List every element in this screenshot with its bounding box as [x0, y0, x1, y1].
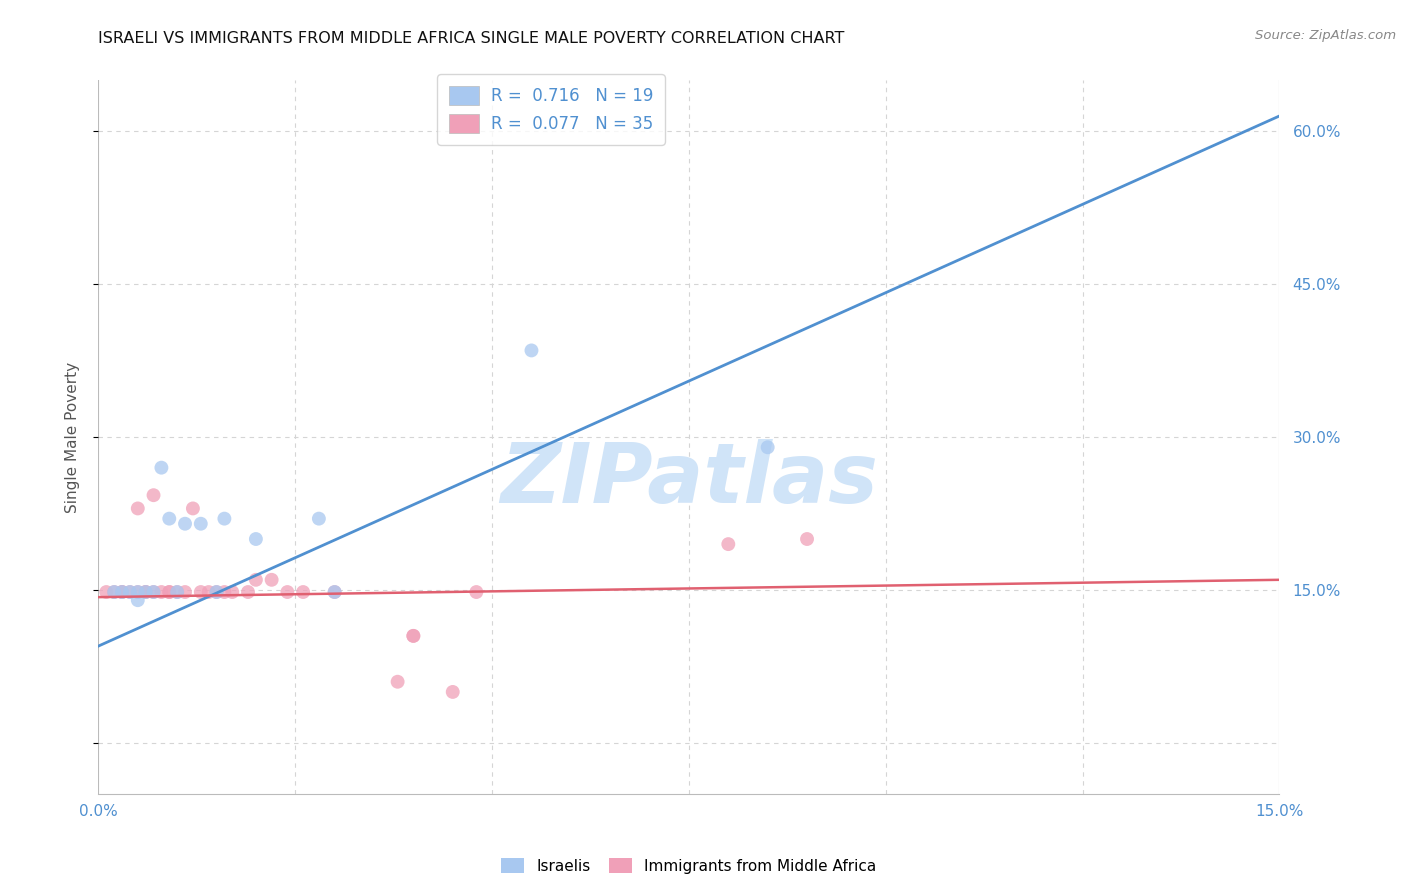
Point — [157, 585, 180, 599]
Point — [308, 511, 330, 525]
Point — [190, 585, 212, 599]
Point — [127, 585, 149, 599]
Point — [197, 585, 219, 599]
Point — [276, 585, 298, 599]
Point — [181, 501, 204, 516]
Point — [214, 511, 236, 525]
Y-axis label: Single Male Poverty: Single Male Poverty — [65, 361, 80, 513]
Point — [520, 343, 543, 358]
Legend: R =  0.716   N = 19, R =  0.077   N = 35: R = 0.716 N = 19, R = 0.077 N = 35 — [437, 74, 665, 145]
Point — [135, 585, 157, 599]
Point — [111, 585, 134, 599]
Point — [174, 585, 197, 599]
Point — [402, 629, 425, 643]
Point — [142, 585, 165, 599]
Text: ISRAELI VS IMMIGRANTS FROM MIDDLE AFRICA SINGLE MALE POVERTY CORRELATION CHART: ISRAELI VS IMMIGRANTS FROM MIDDLE AFRICA… — [98, 31, 845, 46]
Point — [127, 501, 149, 516]
Point — [214, 585, 236, 599]
Point — [465, 585, 488, 599]
Point — [190, 516, 212, 531]
Point — [292, 585, 315, 599]
Point — [205, 585, 228, 599]
Point — [221, 585, 243, 599]
Point — [127, 593, 149, 607]
Point — [157, 511, 180, 525]
Point — [135, 585, 157, 599]
Point — [323, 585, 346, 599]
Point — [142, 488, 165, 502]
Point — [796, 532, 818, 546]
Point — [323, 585, 346, 599]
Point — [142, 585, 165, 599]
Point — [387, 674, 409, 689]
Point — [127, 585, 149, 599]
Point — [174, 516, 197, 531]
Point — [245, 573, 267, 587]
Point — [118, 585, 141, 599]
Point — [111, 585, 134, 599]
Text: ZIPatlas: ZIPatlas — [501, 440, 877, 520]
Point — [260, 573, 283, 587]
Point — [236, 585, 259, 599]
Point — [166, 585, 188, 599]
Point — [717, 537, 740, 551]
Legend: Israelis, Immigrants from Middle Africa: Israelis, Immigrants from Middle Africa — [495, 852, 883, 880]
Point — [245, 532, 267, 546]
Point — [166, 585, 188, 599]
Point — [96, 585, 118, 599]
Point — [205, 585, 228, 599]
Point — [402, 629, 425, 643]
Point — [135, 585, 157, 599]
Point — [111, 585, 134, 599]
Point — [150, 585, 173, 599]
Point — [157, 585, 180, 599]
Point — [103, 585, 125, 599]
Point — [118, 585, 141, 599]
Point — [150, 460, 173, 475]
Point — [441, 685, 464, 699]
Text: Source: ZipAtlas.com: Source: ZipAtlas.com — [1256, 29, 1396, 42]
Point — [103, 585, 125, 599]
Point — [756, 440, 779, 454]
